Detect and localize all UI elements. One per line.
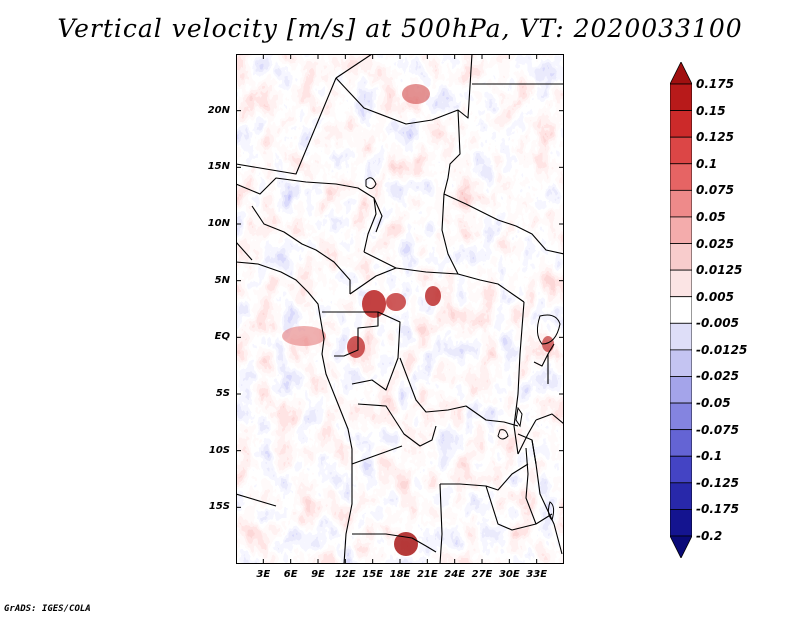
colorbar-label: -0.025 [696, 369, 739, 384]
lon-label: 21E [416, 569, 438, 580]
colorbar-segment [669, 110, 693, 138]
colorbar-segment [669, 163, 693, 191]
colorbar-label: -0.0125 [696, 342, 748, 357]
lat-label: 15S [208, 501, 230, 513]
colorbar-segment [669, 322, 693, 351]
colorbar-label: 0.175 [696, 77, 734, 91]
colorbar-segment [669, 189, 693, 218]
lat-label: 5N [214, 274, 230, 286]
grads-credit: GrADS: IGES/COLA [4, 604, 91, 614]
lat-label: 10N [207, 218, 230, 229]
colorbar-label: 0.025 [696, 236, 734, 251]
lat-label: 20N [207, 104, 230, 116]
lon-label: 18E [389, 569, 411, 580]
lat-label: 15N [207, 161, 230, 173]
colorbar-segment [669, 455, 693, 484]
axis-ticks [236, 54, 564, 564]
colorbar-label: -0.125 [696, 475, 739, 490]
colorbar-segment [669, 243, 693, 271]
colorbar-label: 0.005 [696, 289, 734, 304]
colorbar-label: 0.1 [696, 156, 718, 171]
colorbar-graphic [669, 61, 693, 559]
lon-label: 15E [362, 569, 384, 580]
colorbar-segment [669, 376, 693, 404]
colorbar-segment [669, 296, 693, 324]
colorbar-label: 0.0125 [696, 263, 743, 278]
colorbar-segment [669, 216, 693, 244]
lakes [365, 177, 561, 521]
map-plot-area[interactable] [236, 54, 564, 564]
lat-label: 5S [215, 388, 230, 399]
colorbar-segment [669, 83, 693, 111]
lat-label: EQ [214, 331, 230, 343]
lon-label: 9E [311, 569, 325, 580]
lon-label: 24E [444, 569, 466, 580]
colorbar [669, 61, 693, 559]
colorbar-segment [669, 136, 693, 165]
lon-label: 33E [526, 569, 548, 580]
colorbar-label: 0.05 [696, 209, 726, 224]
colorbar-max-arrow [669, 61, 693, 85]
colorbar-segment [669, 269, 693, 298]
lon-label: 3E [256, 569, 271, 580]
colorbar-segment [669, 429, 693, 457]
lon-label: 6E [283, 569, 298, 580]
colorbar-segment [669, 509, 693, 537]
lon-label: 27E [471, 569, 493, 580]
map-title: Vertical velocity [m/s] at 500hPa, VT: 2… [57, 14, 743, 43]
colorbar-segment [669, 402, 693, 431]
colorbar-segment [669, 349, 693, 377]
vertical-velocity-field [236, 54, 564, 564]
colorbar-label: -0.175 [696, 502, 739, 517]
colorbar-label: -0.1 [696, 449, 723, 464]
colorbar-label: 0.125 [696, 130, 734, 145]
colorbar-label: -0.075 [696, 422, 739, 437]
coastline-and-borders [236, 54, 564, 564]
colorbar-label: -0.05 [696, 396, 731, 411]
colorbar-segment [669, 482, 693, 510]
colorbar-label: 0.075 [696, 183, 734, 198]
lat-label: 10S [208, 444, 230, 456]
colorbar-min-arrow [669, 535, 693, 559]
colorbar-label: 0.15 [696, 103, 726, 118]
lon-label: 30E [498, 569, 520, 580]
colorbar-label: -0.005 [696, 316, 739, 331]
colorbar-label: -0.2 [696, 529, 723, 543]
lon-label: 12E [334, 569, 356, 580]
